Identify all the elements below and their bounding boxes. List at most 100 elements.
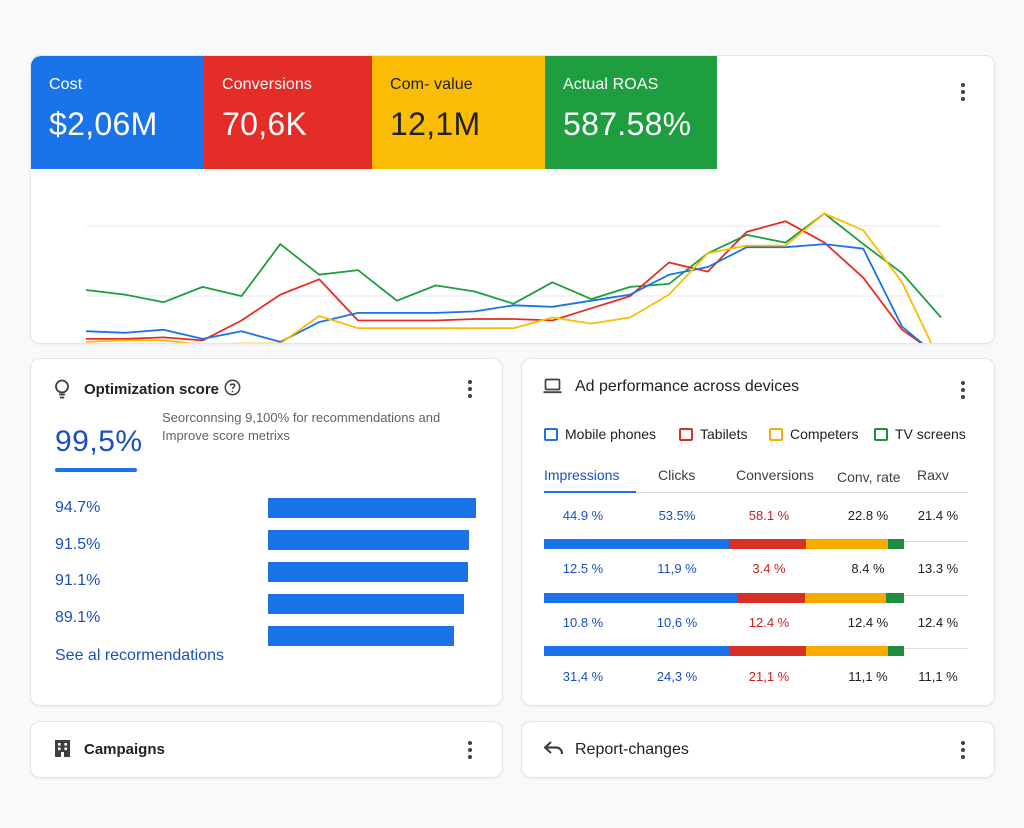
device-share-bar-1[interactable] — [544, 539, 904, 549]
tablet-icon — [679, 427, 693, 441]
undo-icon — [544, 741, 564, 755]
column-conversions[interactable]: Conversions — [736, 467, 814, 483]
legend-tv-screens[interactable]: TV screens — [874, 426, 966, 442]
conversions-metric-tile[interactable]: Conversions 70,6K — [204, 56, 372, 169]
optimization-score-underline — [55, 468, 137, 472]
campaigns-more-options-icon[interactable] — [458, 736, 482, 764]
optimization-description: Seorconnsing 9,100% for recommendations … — [162, 410, 441, 443]
recommendation-bar-1[interactable] — [268, 498, 476, 518]
roas-value: 587.58% — [563, 106, 692, 142]
legend-tablets[interactable]: Tabilets — [679, 426, 747, 442]
see-all-recommendations-link[interactable]: See al recormendations — [55, 647, 224, 664]
conversions-value: 70,6K — [222, 106, 308, 142]
help-icon[interactable] — [224, 379, 241, 396]
share-segment — [888, 646, 904, 656]
legend-mobile-phones-label: Mobile phones — [565, 426, 657, 442]
recommendation-score-4: 89.1% — [55, 609, 101, 626]
conversion-value-label: Com- value — [390, 76, 473, 93]
column-clicks[interactable]: Clicks — [658, 467, 696, 483]
series-line-2 — [86, 220, 923, 343]
row4-conv-rate: 11,1 % — [848, 669, 888, 684]
recommendation-bar-3[interactable] — [268, 562, 469, 582]
optimization-score-card: Optimization score 99,5% Seorconnsing 9,… — [30, 358, 503, 706]
share-segment — [544, 646, 730, 656]
share-segment — [888, 539, 904, 549]
share-segment — [736, 593, 805, 603]
row1-impressions: 44.9 % — [562, 508, 604, 523]
cost-label: Cost — [49, 76, 83, 93]
share-segment — [804, 593, 886, 603]
report-changes-card[interactable]: Report-changes — [521, 721, 995, 778]
share-segment — [729, 646, 807, 656]
row3-impressions: 10.8 % — [562, 615, 604, 630]
row-divider — [904, 648, 968, 649]
mobile-phone-icon — [544, 427, 558, 441]
row1-clicks: 53.5% — [658, 508, 696, 523]
overview-line-chart — [85, 212, 942, 343]
device-more-options-icon[interactable] — [951, 376, 975, 404]
roas-metric-tile[interactable]: Actual ROAS 587.58% — [545, 56, 717, 169]
building-icon — [55, 740, 70, 757]
campaigns-title: Campaigns — [84, 741, 165, 758]
lightbulb-icon — [55, 379, 69, 399]
roas-label: Actual ROAS — [563, 76, 659, 93]
recommendation-bar-2[interactable] — [268, 530, 469, 550]
share-segment — [806, 646, 889, 656]
conversion-value-metric-tile[interactable]: Com- value 12,1M — [372, 56, 545, 169]
row3-clicks: 10,6 % — [656, 615, 698, 630]
legend-tv-screens-label: TV screens — [895, 426, 966, 442]
device-performance-card: Ad performance across devices Mobile pho… — [521, 358, 995, 706]
recommendation-score-1: 94.7% — [55, 499, 101, 516]
legend-tablets-label: Tabilets — [700, 426, 748, 442]
row-divider — [904, 595, 968, 596]
row4-clicks: 24,3 % — [656, 669, 698, 684]
series-line-3 — [85, 243, 924, 343]
conversion-value-value: 12,1M — [390, 106, 481, 142]
series-line-4 — [85, 212, 933, 343]
campaigns-card[interactable]: Campaigns — [30, 721, 503, 778]
row3-conv-rate: 12.4 % — [847, 615, 889, 630]
row4-raxv: 11,1 % — [918, 669, 958, 684]
legend-computers[interactable]: Competers — [769, 426, 858, 442]
tv-screen-icon — [874, 427, 888, 441]
laptop-icon — [543, 378, 562, 394]
row1-conv-rate: 22.8 % — [847, 508, 889, 523]
device-performance-title: Ad performance across devices — [575, 378, 800, 395]
optimization-more-options-icon[interactable] — [458, 375, 482, 403]
share-segment — [885, 593, 904, 603]
share-segment — [729, 539, 807, 549]
row2-raxv: 13.3 % — [917, 561, 959, 576]
legend-mobile-phones[interactable]: Mobile phones — [544, 426, 656, 442]
column-conv-rate[interactable]: Conv, rate — [837, 469, 901, 485]
overview-more-options-icon[interactable] — [951, 78, 975, 106]
series-line-1 — [85, 212, 942, 319]
share-segment — [806, 539, 889, 549]
column-raxv[interactable]: Raxv — [917, 467, 949, 483]
recommendation-score-2: 91.5% — [55, 536, 101, 553]
optimization-score-title: Optimization score — [84, 381, 220, 398]
row3-conversions: 12.4 % — [748, 615, 790, 630]
row1-conversions: 58.1 % — [748, 508, 790, 523]
recommendation-bar-4[interactable] — [268, 594, 464, 614]
performance-overview-card: Cost $2,06M Conversions 70,6K Com- value… — [30, 55, 995, 344]
table-header-divider — [544, 492, 968, 493]
row4-impressions: 31,4 % — [562, 669, 604, 684]
cost-metric-tile[interactable]: Cost $2,06M — [31, 56, 204, 169]
device-share-bar-2[interactable] — [544, 593, 904, 603]
chart-grid — [86, 225, 941, 297]
recommendation-bar-5[interactable] — [268, 626, 454, 646]
share-segment — [544, 593, 737, 603]
recommendation-score-3: 91.1% — [55, 572, 101, 589]
report-changes-more-options-icon[interactable] — [951, 736, 975, 764]
active-column-indicator — [544, 491, 636, 493]
optimization-score-value: 99,5% — [55, 425, 143, 458]
row4-conversions: 21,1 % — [748, 669, 790, 684]
row3-raxv: 12.4 % — [917, 615, 959, 630]
column-impressions[interactable]: Impressions — [544, 467, 620, 483]
row1-raxv: 21.4 % — [917, 508, 959, 523]
device-share-bar-3[interactable] — [544, 646, 904, 656]
row2-conv-rate: 8.4 % — [851, 561, 885, 576]
share-segment — [544, 539, 730, 549]
row-divider — [904, 541, 968, 542]
conversions-label: Conversions — [222, 76, 313, 93]
